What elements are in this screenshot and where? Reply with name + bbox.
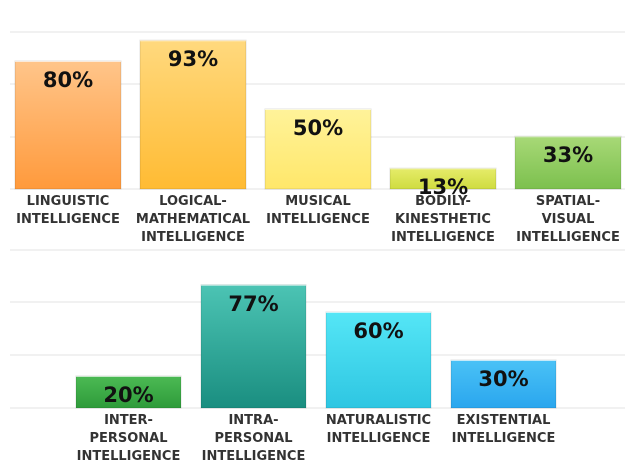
- value-label: 20%: [103, 383, 153, 407]
- value-label: 77%: [228, 292, 278, 316]
- value-label: 60%: [353, 319, 403, 343]
- category-label: SPATIAL-VISUAL INTELLIGENCE: [516, 194, 620, 245]
- value-label: 93%: [168, 47, 218, 71]
- value-label: 33%: [543, 143, 593, 167]
- category-label: INTRA-PERSONAL INTELLIGENCE: [202, 413, 306, 464]
- category-label: BODILY-KINESTHETIC INTELLIGENCE: [391, 194, 495, 245]
- bar-2-2: [200, 284, 307, 409]
- chart-panel-2: 20% INTER-PERSONAL INTELLIGENCE 77% INTRA-PE…: [10, 249, 625, 464]
- bar-1-1: [14, 60, 122, 190]
- bar-1-5: [514, 135, 622, 190]
- bar-2-3: [325, 311, 432, 409]
- chart-panel-1: 80% LINGUISTIC INTELLIGENCE 93% LOGICAL-MATH…: [10, 31, 625, 245]
- category-label: EXISTENTIAL INTELLIGENCE: [452, 413, 556, 446]
- bar-1-3: [264, 108, 372, 190]
- category-label: LOGICAL-MATHEMATICAL INTELLIGENCE: [136, 194, 250, 245]
- category-label: NATURALISTIC INTELLIGENCE: [326, 413, 431, 446]
- category-label: MUSICAL INTELLIGENCE: [266, 194, 370, 227]
- bar-2-1: [75, 375, 182, 409]
- value-label: 50%: [293, 116, 343, 140]
- value-label: 30%: [478, 367, 528, 391]
- value-label: 13%: [418, 175, 468, 199]
- bar-1-2: [139, 39, 247, 190]
- category-label: INTER-PERSONAL INTELLIGENCE: [77, 413, 181, 464]
- value-label: 80%: [43, 68, 93, 92]
- category-label: LINGUISTIC INTELLIGENCE: [16, 194, 120, 227]
